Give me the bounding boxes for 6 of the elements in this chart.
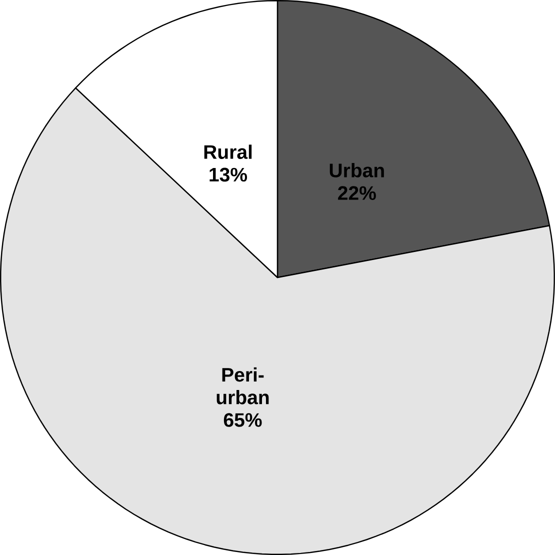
data-label: 65% <box>224 413 262 427</box>
data-label: 22% <box>338 186 376 200</box>
data-label: 13% <box>210 168 248 182</box>
slice-label: Peri-urban <box>216 367 269 404</box>
slice-label: Urban <box>330 163 384 178</box>
slice-label: Rural <box>204 144 252 159</box>
